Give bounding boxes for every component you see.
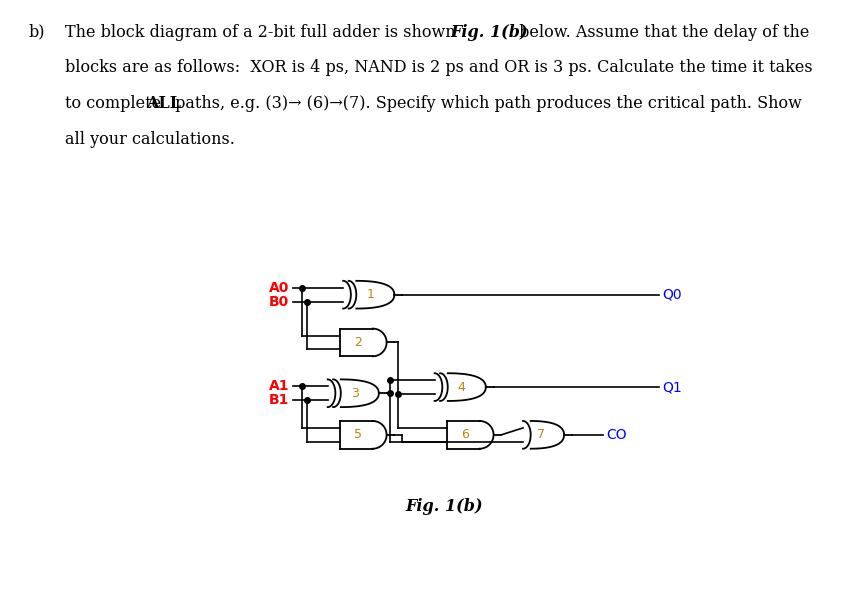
Text: ALL: ALL (146, 95, 180, 112)
Text: 6: 6 (461, 428, 469, 441)
Text: paths, e.g. (3)→ (6)→(7). Specify which path produces the critical path. Show: paths, e.g. (3)→ (6)→(7). Specify which … (170, 95, 802, 112)
Text: The block diagram of a 2-bit full adder is shown: The block diagram of a 2-bit full adder … (65, 24, 460, 41)
Text: blocks are as follows:  XOR is 4 ps, NAND is 2 ps and OR is 3 ps. Calculate the : blocks are as follows: XOR is 4 ps, NAND… (65, 60, 812, 77)
Text: 7: 7 (537, 428, 544, 441)
Text: Q1: Q1 (662, 380, 682, 394)
Text: CO: CO (607, 428, 628, 442)
Text: to complete: to complete (65, 95, 166, 112)
Text: A1: A1 (269, 380, 289, 393)
Text: 1: 1 (367, 288, 375, 301)
Text: B1: B1 (269, 393, 289, 407)
Text: below. Assume that the delay of the: below. Assume that the delay of the (514, 24, 810, 41)
Text: 5: 5 (354, 428, 362, 441)
Text: all your calculations.: all your calculations. (65, 131, 235, 148)
Text: Q0: Q0 (662, 288, 682, 302)
Text: 3: 3 (351, 387, 359, 400)
Text: Fig. 1(b): Fig. 1(b) (451, 24, 529, 41)
Text: A0: A0 (269, 281, 289, 295)
Text: 4: 4 (458, 381, 466, 394)
Text: B0: B0 (269, 295, 289, 309)
Text: Fig. 1(b): Fig. 1(b) (405, 498, 483, 515)
Text: 2: 2 (354, 336, 362, 349)
Text: b): b) (29, 24, 45, 41)
